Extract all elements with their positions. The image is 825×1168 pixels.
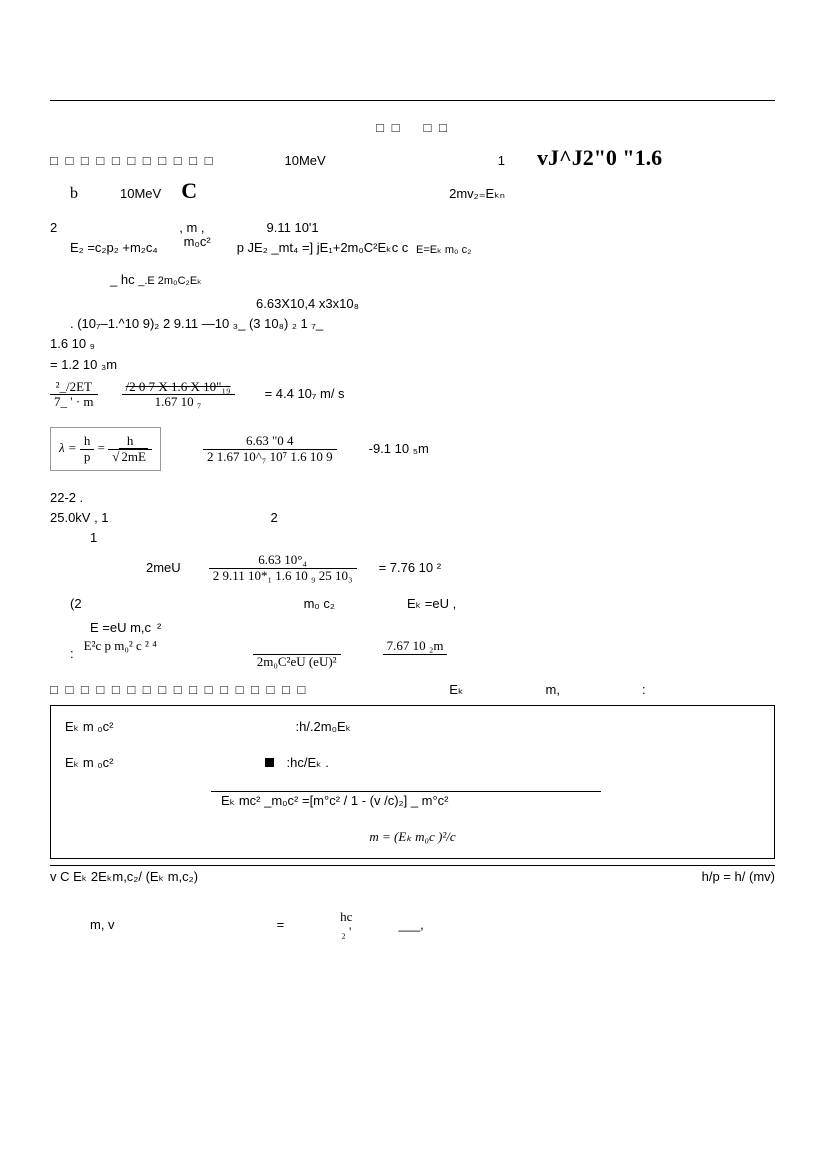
l13-d: E²c p m₀² c bbox=[84, 638, 142, 653]
l13-b: ² bbox=[157, 619, 161, 637]
l14-dots: □ □ □ □ □ □ □ □ □ □ □ □ □ □ □ □ □ bbox=[50, 681, 307, 699]
l10-c: 2 bbox=[271, 509, 278, 527]
box-r2b: :hc/Eₖ . bbox=[286, 754, 328, 772]
de-broglie-formula-icon: λ = h p = h √2mE bbox=[50, 427, 161, 471]
l2-a: b bbox=[70, 183, 78, 205]
l15-a: v C Eₖ 2Eₖm,c₂/ (Eₖ m,c₂) bbox=[50, 868, 198, 886]
l11-res: = 7.76 10 ² bbox=[379, 559, 442, 577]
l9-den: 2 1.67 10^₇ 10⁷ 1.6 10 9 bbox=[203, 450, 337, 464]
l7-c: = 1.2 10 ₃m bbox=[50, 356, 117, 374]
l7-b: 1.6 10 ₉ bbox=[50, 335, 95, 353]
square-icon bbox=[265, 758, 274, 767]
l1-c: vJ^J2"0 "1.6 bbox=[537, 143, 662, 174]
fimg-n2: h bbox=[123, 434, 138, 448]
box-r1b: :h/.2m₀Eₖ bbox=[295, 718, 351, 736]
l8-b: /2 0 7 X 1.6 X 10"₁₉ bbox=[122, 380, 235, 394]
l3-a: 2 bbox=[50, 219, 57, 237]
l9-num: 6.63 "0 4 bbox=[242, 434, 298, 448]
l13-e: ² ⁴ bbox=[145, 638, 157, 653]
l12-b: m₀ c₂ bbox=[304, 595, 335, 613]
l16-c: ₂ ' bbox=[337, 925, 355, 939]
hdr-dots-1: □ □ bbox=[376, 119, 401, 137]
l9-res: -9.1 10 ₅m bbox=[369, 440, 429, 458]
box-r3: Eₖ mc² _m₀c² =[m°c² / 1 - (v /c)₂] _ m°c… bbox=[221, 792, 449, 810]
hdr-dots-2: □ □ bbox=[424, 119, 449, 137]
fimg-n1: h bbox=[80, 434, 95, 448]
l16-b: hc bbox=[336, 910, 356, 924]
l8-e: = 4.4 10₇ m/ s bbox=[265, 385, 345, 403]
box-r2a: Eₖ m ₀c² bbox=[65, 754, 113, 772]
l1-dots: □ □ □ □ □ □ □ □ □ □ □ bbox=[50, 152, 215, 170]
l2-d: 2mv₂₌Eₖₙ bbox=[449, 185, 505, 203]
l8-c: 7_ ' · m bbox=[50, 395, 98, 409]
fimg-eq: λ = bbox=[59, 440, 77, 455]
l13-g: 7.67 10 ₂m bbox=[383, 639, 448, 653]
l14-colon: : bbox=[642, 681, 646, 699]
l16-eq: = bbox=[277, 916, 285, 934]
l8-a: ²_/2ET bbox=[52, 380, 96, 394]
l11-a: 2meU bbox=[146, 559, 181, 577]
l10-d: 1 bbox=[90, 529, 97, 547]
box-r4: m = (Eₖ m₀c )²/c bbox=[369, 828, 455, 846]
l16-d: ___, bbox=[398, 916, 423, 934]
l13-a: E =eU m,c bbox=[90, 619, 151, 637]
l2-b: 10MeV bbox=[120, 185, 161, 203]
l10-b: 25.0kV , 1 bbox=[50, 509, 109, 527]
l5-a: _ hc bbox=[110, 271, 135, 289]
cases-box: Eₖ m ₀c² :h/.2m₀Eₖ Eₖ m ₀c² :hc/Eₖ . Eₖ … bbox=[50, 705, 775, 859]
l14-b: m, bbox=[546, 681, 560, 699]
l4-c: p JE₂ _mt₄ =] jE₁+2m₀C²Eₖc c bbox=[237, 239, 409, 257]
l3-c: 9.11 10'1 bbox=[267, 219, 319, 237]
fimg-d2: 2mE bbox=[119, 448, 148, 464]
l7-a: . (10₇–1.^10 9)₂ 2 9.11 —10 ₃_ (3 10₈) ₂… bbox=[70, 315, 323, 333]
l10-a: 22-2 . bbox=[50, 489, 83, 507]
fimg-d1: p bbox=[80, 450, 95, 464]
l14-a: Eₖ bbox=[449, 681, 463, 699]
l2-c: C bbox=[181, 176, 197, 207]
l16-a: m, v bbox=[90, 916, 115, 934]
l6-a: 6.63X10,4 x3x10₈ bbox=[256, 295, 359, 313]
l11-den: 2 9.11 10*₁ 1.6 10 ₉ 25 10₃ bbox=[209, 569, 357, 583]
l4-a: E₂ =c₂p₂ +m₂c₄ bbox=[70, 239, 158, 257]
l4-b: m₀c² bbox=[184, 233, 211, 251]
l8-d: 1.67 10 ₇ bbox=[151, 395, 206, 409]
l13-c: : bbox=[70, 645, 74, 663]
l11-num: 6.63 10°₄ bbox=[254, 553, 311, 567]
box-r1a: Eₖ m ₀c² bbox=[65, 718, 113, 736]
l5-b: _.E 2m₀C₂Eₖ bbox=[138, 274, 202, 289]
l4-d: E=Eₖ m₀ c₂ bbox=[416, 243, 471, 258]
l15-b: h/p = h/ (mv) bbox=[702, 868, 775, 886]
l1-a: 10MeV bbox=[285, 152, 326, 170]
l1-b: 1 bbox=[498, 152, 505, 170]
l12-c: Eₖ =eU , bbox=[407, 595, 456, 613]
l13-f: 2m₀C²eU (eU)² bbox=[253, 655, 341, 669]
l12-a: (2 bbox=[70, 595, 82, 613]
